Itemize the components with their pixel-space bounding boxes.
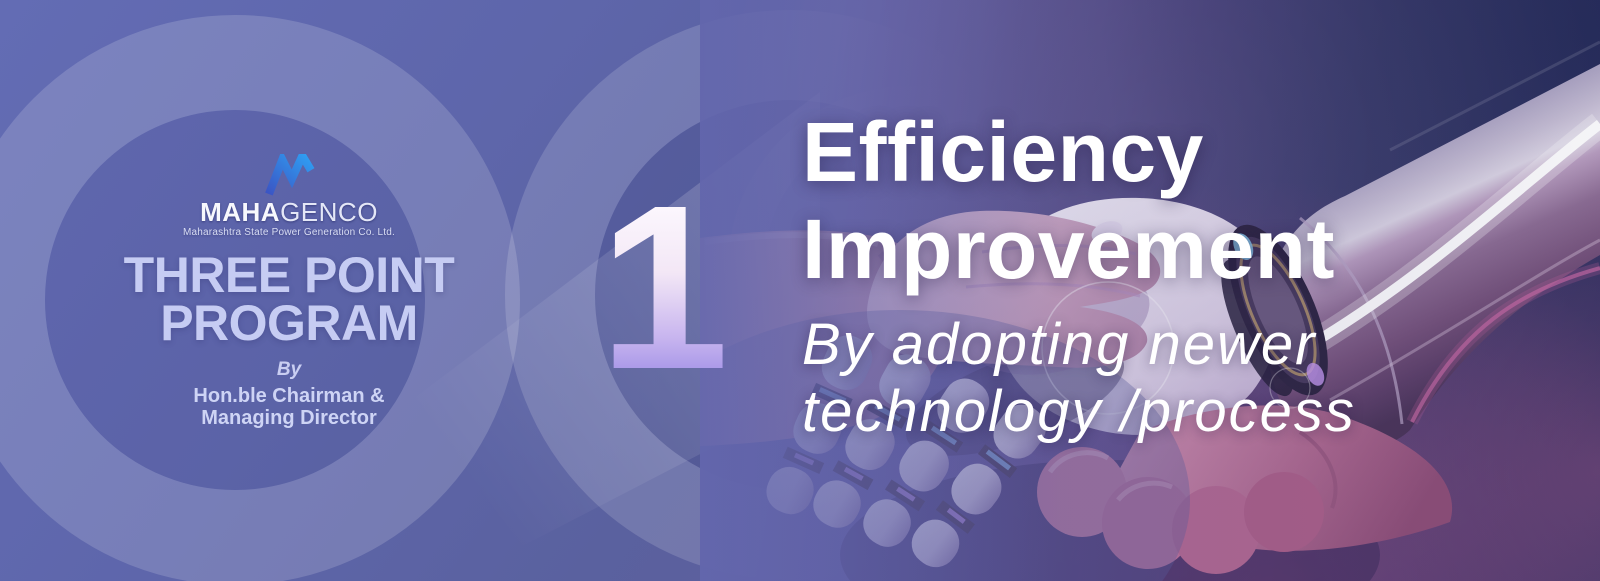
- purple-tint-overlay: [700, 0, 1600, 581]
- program-title-line-2: PROGRAM: [160, 295, 418, 351]
- brand-name-light: GENCO: [280, 197, 378, 227]
- brand-tagline: Maharashtra State Power Generation Co. L…: [182, 227, 396, 238]
- handshake-photo: [700, 0, 1600, 581]
- program-title: THREE POINT PROGRAM: [94, 247, 484, 351]
- light-beam: [335, 92, 820, 581]
- decor-ring-1: [0, 15, 520, 581]
- slide-headline: Efficiency Improvement: [802, 104, 1356, 299]
- brand-wordmark: MAHAGENCO: [94, 199, 484, 225]
- brand-logo: [94, 147, 484, 196]
- decor-ring-1-inner: [45, 110, 425, 490]
- slide-number: 1: [599, 156, 729, 418]
- headline-line-2: Improvement: [802, 202, 1335, 297]
- program-byline: By: [276, 359, 302, 380]
- brand-name-bold: MAHA: [200, 197, 281, 227]
- subheadline-line-2: technology /process: [802, 379, 1356, 445]
- brand-block: MAHAGENCO Maharashtra State Power Genera…: [94, 147, 484, 429]
- program-title-line-1: THREE POINT: [123, 247, 455, 303]
- lightning-bolt-icon: [265, 147, 315, 196]
- slide-content: Efficiency Improvement By adopting newer…: [802, 104, 1356, 445]
- program-author-line-2: Managing Director: [201, 407, 377, 429]
- subheadline-line-1: By adopting newer: [802, 311, 1317, 377]
- program-author: Hon.ble Chairman & Managing Director: [94, 385, 484, 429]
- slide-subheadline: By adopting newer technology /process: [802, 311, 1356, 446]
- headline-line-1: Efficiency: [802, 105, 1204, 199]
- program-author-line-1: Hon.ble Chairman &: [193, 385, 385, 407]
